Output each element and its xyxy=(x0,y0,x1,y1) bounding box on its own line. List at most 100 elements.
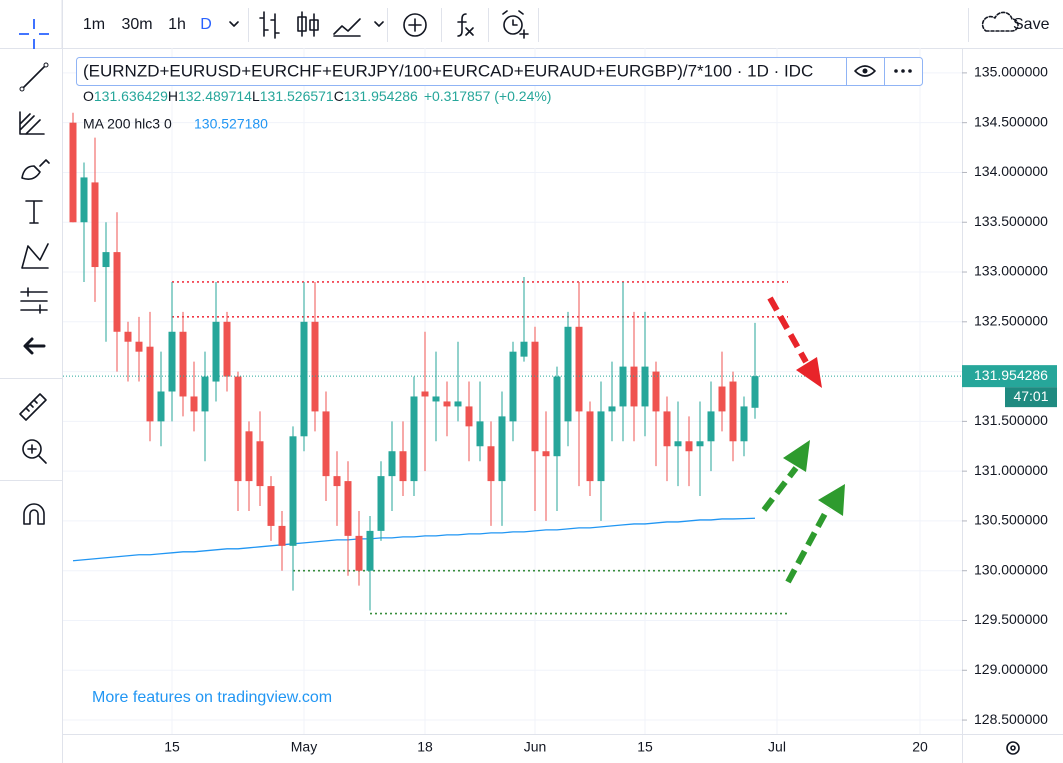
watermark-link[interactable]: More features on tradingview.com xyxy=(92,689,332,706)
dot xyxy=(901,69,905,73)
crosshair-tool[interactable] xyxy=(19,19,49,49)
text-tool[interactable] xyxy=(25,200,43,224)
ruler-tool[interactable] xyxy=(19,393,47,421)
fx-icon[interactable] xyxy=(457,13,474,37)
candle-body xyxy=(421,391,429,397)
candle-body xyxy=(410,396,418,482)
candle-body xyxy=(531,341,539,452)
y-tick-label: 131.500000 xyxy=(974,412,1048,428)
plot-area xyxy=(63,48,962,734)
candle-body xyxy=(124,331,132,342)
candle-body xyxy=(355,535,363,571)
interval-button[interactable]: 1m xyxy=(83,16,105,33)
more-button[interactable] xyxy=(894,69,912,73)
x-tick-label: May xyxy=(291,739,317,755)
x-tick-label: Jul xyxy=(768,739,786,755)
down-arrow-head xyxy=(796,357,822,388)
area-icon[interactable] xyxy=(333,18,361,37)
y-tick-label: 132.500000 xyxy=(974,313,1048,329)
candle-body xyxy=(311,321,319,412)
candle-body xyxy=(652,371,660,412)
eye-toggle[interactable] xyxy=(854,65,876,77)
candle-body xyxy=(498,416,506,482)
ma-name: MA 200 hlc3 0 xyxy=(83,116,172,132)
x-tick-label: 15 xyxy=(164,739,180,755)
ma-value: 130.527180 xyxy=(194,116,268,132)
candle-body xyxy=(729,381,737,442)
candle-body xyxy=(80,177,88,223)
fib-tool[interactable] xyxy=(19,111,45,135)
candle-body xyxy=(663,411,671,447)
y-tick-label: 133.500000 xyxy=(974,213,1048,229)
chart-type-dropdown[interactable] xyxy=(374,21,384,27)
ohlc-key: L xyxy=(252,88,260,104)
up-arrow-head xyxy=(783,440,810,472)
candle-body xyxy=(751,376,759,408)
ohlc-value: 132.489714 xyxy=(178,88,252,104)
magnet-tool[interactable] xyxy=(23,503,45,525)
candle-body xyxy=(707,411,715,442)
symbol-title[interactable]: (EURNZD+EURUSD+EURCHF+EURJPY/100+EURCAD+… xyxy=(83,61,813,80)
countdown-tag xyxy=(1005,387,1057,408)
plus xyxy=(408,18,422,32)
hide-tools[interactable] xyxy=(23,337,46,355)
interval-button[interactable]: 30m xyxy=(121,16,152,33)
candles-icon[interactable] xyxy=(297,11,319,37)
candle-body xyxy=(641,366,649,407)
dot xyxy=(908,69,912,73)
ohlc-value: 131.636429 xyxy=(94,88,168,104)
change-value: +0.317857 (+0.24%) xyxy=(424,88,552,104)
trendline-tool[interactable] xyxy=(21,64,47,90)
eye-pupil xyxy=(862,68,868,74)
candle-body xyxy=(212,321,220,382)
x-tick-label: 18 xyxy=(417,739,433,755)
candle-body xyxy=(487,446,495,482)
left-toolbar xyxy=(0,19,62,525)
handle xyxy=(43,62,49,68)
pattern-tool[interactable] xyxy=(21,243,49,269)
candle-body xyxy=(289,436,297,546)
zoom-detail xyxy=(27,444,47,464)
zoom-tool[interactable] xyxy=(22,439,42,459)
y-tick-label: 130.500000 xyxy=(974,512,1048,528)
up-arrow-shaft xyxy=(761,466,799,512)
candle-body xyxy=(179,331,187,397)
candle-body xyxy=(443,401,451,407)
candle-body xyxy=(102,252,110,268)
candle-body xyxy=(168,331,176,392)
candle-body xyxy=(333,476,341,487)
candle-body xyxy=(608,406,616,412)
ohlc-value: 131.954286 xyxy=(344,88,418,104)
candle-body xyxy=(190,396,198,412)
save-button[interactable]: Save xyxy=(1013,16,1050,33)
candle-body xyxy=(586,411,594,482)
save-icon[interactable] xyxy=(981,11,1019,32)
candle-body xyxy=(157,391,165,422)
candle-body xyxy=(542,451,550,457)
settings-center xyxy=(1010,745,1016,751)
interval-button[interactable]: D xyxy=(200,16,212,33)
candle-body xyxy=(256,441,264,487)
indicator-add[interactable] xyxy=(403,13,427,37)
candle-body xyxy=(553,376,561,457)
y-tick-label: 130.000000 xyxy=(974,561,1048,577)
candle-body xyxy=(223,321,231,377)
alert-icon[interactable] xyxy=(503,15,523,35)
interval-button[interactable]: 1h xyxy=(168,16,186,33)
bars-icon[interactable] xyxy=(259,11,280,39)
candle-body xyxy=(377,476,385,531)
brush-tool[interactable] xyxy=(21,159,50,180)
candle-body xyxy=(344,481,352,536)
interval-dropdown[interactable] xyxy=(229,21,239,27)
y-tick-label: 129.000000 xyxy=(974,661,1048,677)
y-tick-label: 134.500000 xyxy=(974,113,1048,129)
prediction-tool[interactable] xyxy=(20,287,48,314)
candle-body xyxy=(597,411,605,482)
ohlc-value: 131.526571 xyxy=(260,88,334,104)
candle-body xyxy=(91,182,99,268)
candle-body xyxy=(135,341,143,352)
y-tick-label: 135.000000 xyxy=(974,64,1048,80)
candle-body xyxy=(69,122,77,223)
settings-button[interactable] xyxy=(1006,741,1020,755)
candle-body xyxy=(740,406,748,442)
